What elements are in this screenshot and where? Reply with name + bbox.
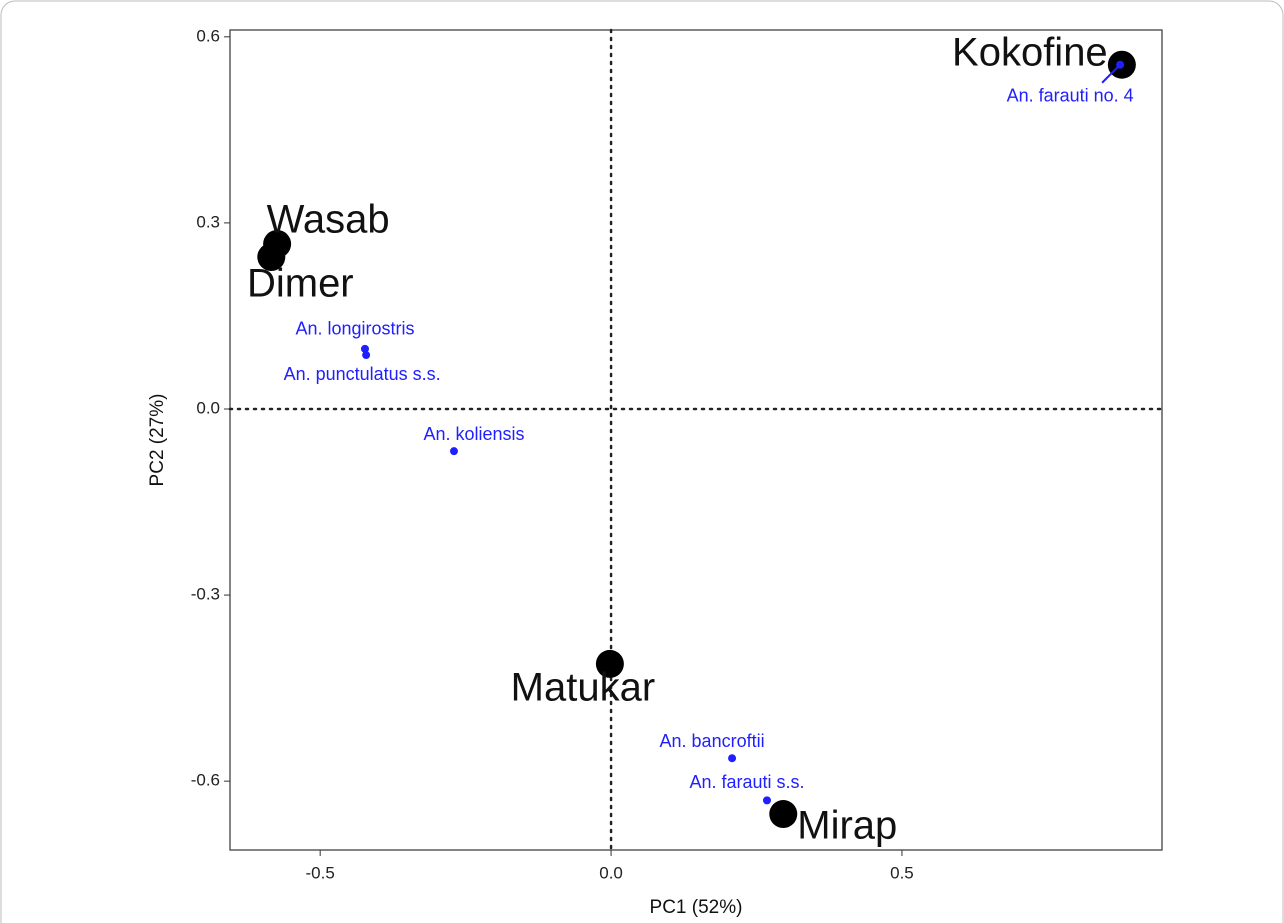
species-point: [449, 447, 458, 456]
species-label: An. koliensis: [423, 424, 524, 444]
x-tick-label: -0.5: [306, 863, 335, 882]
site-label: Wasab: [267, 198, 390, 242]
species-point: [362, 351, 371, 360]
x-tick-label: 0.0: [599, 863, 623, 882]
site-label: Dimer: [247, 262, 354, 306]
site-point: [595, 649, 624, 678]
species-label: An. farauti s.s.: [689, 772, 804, 792]
label-connector: [1101, 64, 1121, 84]
species-label: An. punctulatus s.s.: [284, 364, 441, 384]
y-tick-label: 0.0: [196, 398, 220, 417]
x-tick-label: 0.5: [890, 863, 914, 882]
site-point: [769, 800, 798, 829]
site-label: Mirap: [797, 804, 897, 848]
species-point: [762, 796, 771, 805]
y-tick-label: 0.6: [196, 26, 220, 45]
species-label: An. longirostris: [295, 319, 414, 339]
species-point: [728, 754, 737, 763]
species-label: An. bancroftii: [660, 731, 765, 751]
y-tick-label: -0.6: [191, 771, 220, 790]
species-label: An. farauti no. 4: [1007, 85, 1134, 105]
y-tick-label: 0.3: [196, 212, 220, 231]
species-point: [360, 344, 369, 353]
x-axis-label: PC1 (52%): [650, 897, 743, 918]
site-label: Kokofine: [952, 30, 1108, 74]
site-label: Matukar: [511, 665, 656, 709]
y-axis-label: PC2 (27%): [147, 394, 168, 487]
site-point: [257, 243, 286, 272]
panel-border: [229, 29, 1163, 851]
y-tick-label: -0.3: [191, 585, 220, 604]
